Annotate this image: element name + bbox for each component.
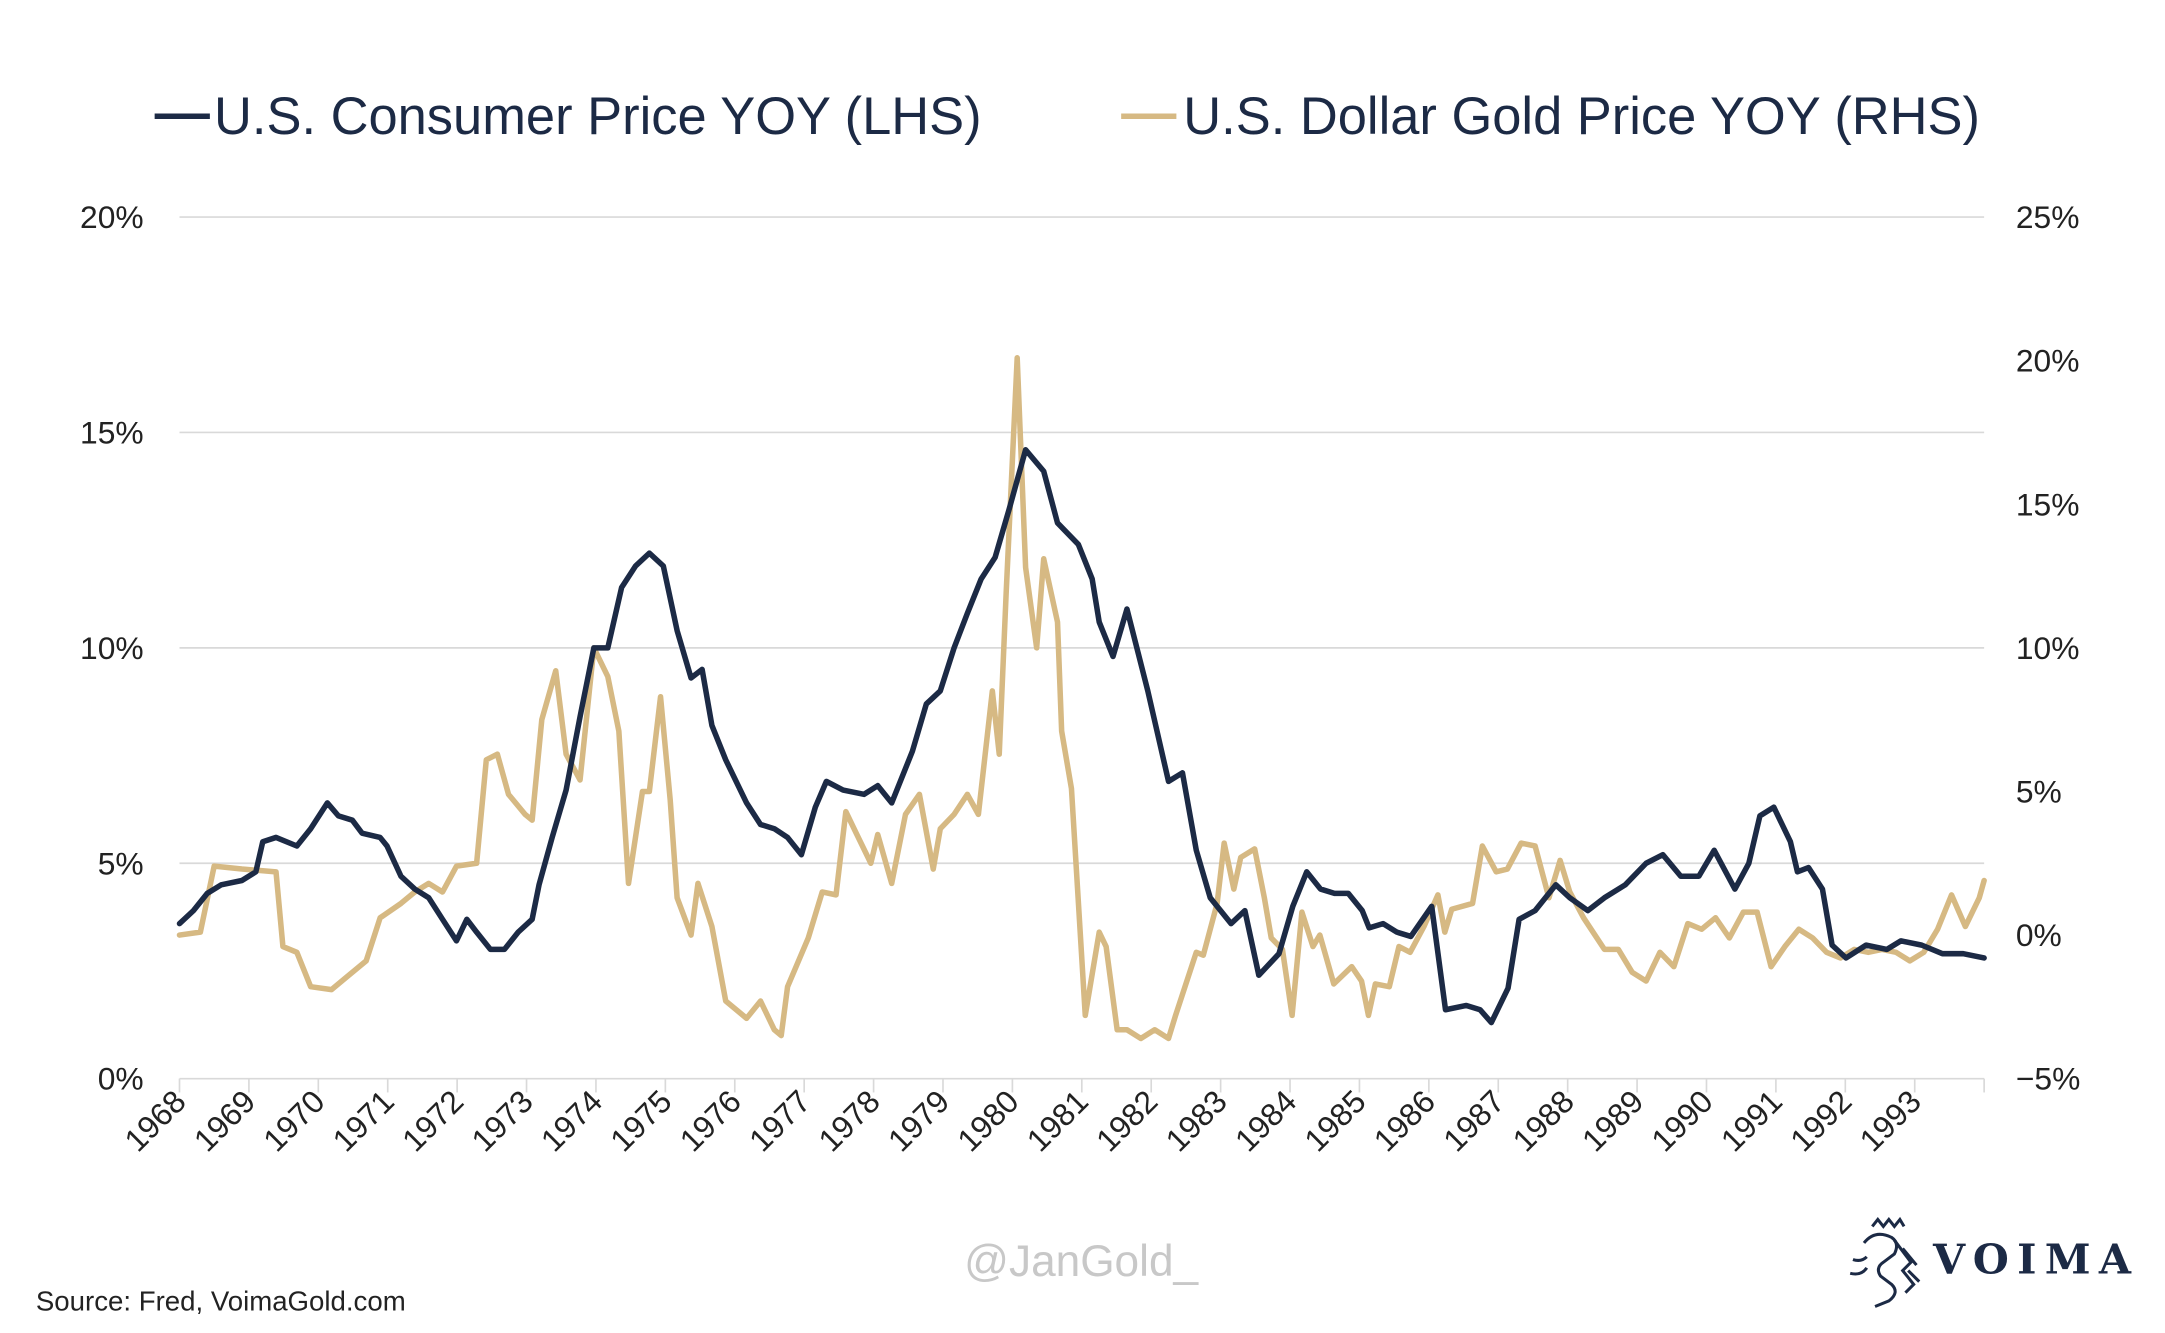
x-tick-label: 1975 [603, 1083, 678, 1158]
y-right-tick-label: 15% [2016, 486, 2080, 522]
x-tick-label: 1976 [673, 1083, 748, 1158]
lion-crest-icon [1849, 1216, 1921, 1308]
x-tick-label: 1992 [1783, 1083, 1858, 1158]
series-line-gold [176, 355, 1987, 1042]
x-axis: 1968196919701971197219731974197519761977… [117, 1078, 1985, 1158]
x-tick-label: 1981 [1020, 1083, 1095, 1158]
watermark: @JanGold_ [964, 1237, 1199, 1286]
legend-label-gold: U.S. Dollar Gold Price YOY (RHS) [1183, 88, 1980, 146]
x-tick-label: 1991 [1714, 1083, 1789, 1158]
series-line-cpi [176, 446, 1987, 1026]
x-tick-label: 1986 [1367, 1083, 1442, 1158]
y-axis-left: 0% 5% 10% 15% 20% [80, 199, 144, 1097]
voima-logo: VOIMA [1849, 1216, 2139, 1308]
x-tick-label: 1990 [1644, 1083, 1719, 1158]
x-tick-label: 1984 [1228, 1083, 1303, 1158]
y-axis-right: −5% 0% 5% 10% 15% 20% 25% [2016, 199, 2080, 1097]
x-tick-label: 1974 [534, 1083, 609, 1158]
y-left-tick-label: 15% [80, 415, 144, 451]
x-tick-label: 1983 [1158, 1083, 1233, 1158]
y-right-tick-label: −5% [2016, 1061, 2080, 1097]
y-right-tick-label: 5% [2016, 774, 2062, 810]
x-tick-label: 1993 [1853, 1083, 1928, 1158]
y-right-tick-label: 20% [2016, 343, 2080, 379]
x-tick-label: 1979 [881, 1083, 956, 1158]
x-tick-label: 1971 [326, 1083, 401, 1158]
x-tick-label: 1988 [1505, 1083, 1580, 1158]
legend-label-cpi: U.S. Consumer Price YOY (LHS) [214, 88, 982, 146]
legend: U.S. Consumer Price YOY (LHS) U.S. Dolla… [154, 88, 1980, 146]
x-tick-label: 1972 [395, 1083, 470, 1158]
y-right-tick-label: 0% [2016, 917, 2062, 953]
y-left-tick-label: 5% [98, 845, 144, 881]
x-tick-label: 1978 [811, 1083, 886, 1158]
y-left-tick-label: 0% [98, 1061, 144, 1097]
x-tick-label: 1969 [187, 1083, 262, 1158]
x-tick-label: 1977 [742, 1083, 817, 1158]
series-lines [176, 355, 1987, 1042]
y-right-tick-label: 25% [2016, 199, 2080, 235]
x-tick-label: 1980 [950, 1083, 1025, 1158]
brand-name: VOIMA [1932, 1234, 2139, 1283]
y-left-tick-label: 20% [80, 199, 144, 235]
x-tick-label: 1973 [464, 1083, 539, 1158]
gridlines [179, 216, 1985, 1080]
x-tick-label: 1987 [1436, 1083, 1511, 1158]
x-tick-label: 1985 [1297, 1083, 1372, 1158]
y-right-tick-label: 10% [2016, 630, 2080, 666]
y-left-tick-label: 10% [80, 630, 144, 666]
x-tick-label: 1982 [1089, 1083, 1164, 1158]
x-tick-label: 1989 [1575, 1083, 1650, 1158]
source-note: Source: Fred, VoimaGold.com [36, 1286, 406, 1317]
x-tick-label: 1970 [256, 1083, 331, 1158]
